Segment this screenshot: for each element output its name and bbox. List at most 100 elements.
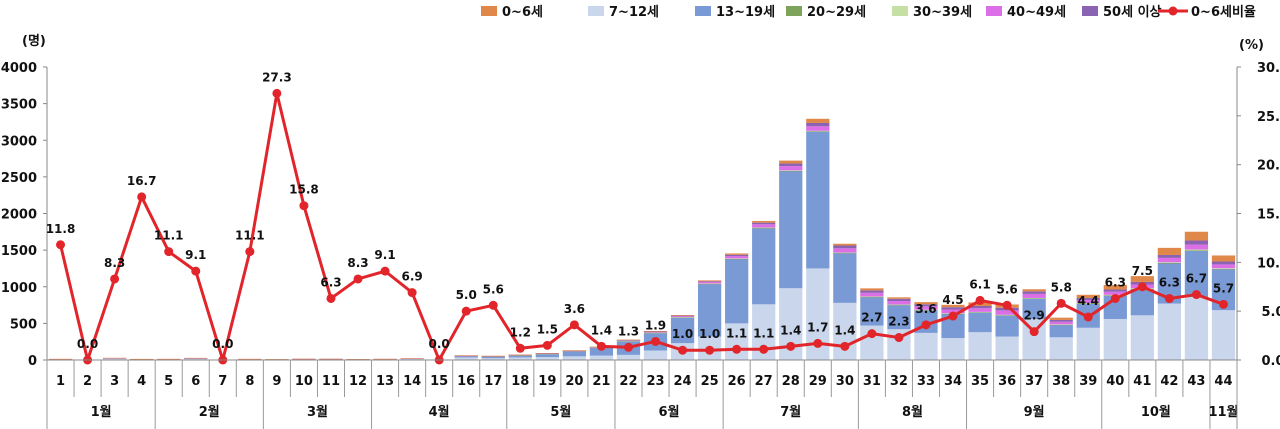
bar-segment xyxy=(779,160,803,164)
ratio-point xyxy=(515,343,525,353)
x-tick-label: 26 xyxy=(728,374,746,389)
bar-segment xyxy=(860,296,884,298)
bar-segment xyxy=(1184,231,1209,241)
bar-segment xyxy=(454,357,478,360)
bar-segment xyxy=(779,166,803,171)
x-month-label: 2월 xyxy=(199,404,220,420)
ratio-data-label: 5.8 xyxy=(1051,280,1072,294)
bar-segment xyxy=(562,350,587,351)
bar-segment xyxy=(670,315,695,316)
ratio-point xyxy=(488,300,498,310)
x-tick-label: 44 xyxy=(1214,374,1232,389)
ratio-data-label: 1.4 xyxy=(591,323,612,337)
bar-segment xyxy=(752,227,776,229)
bar-segment xyxy=(697,280,722,282)
legend-swatch xyxy=(1082,6,1098,16)
bar-segment xyxy=(400,358,424,359)
bar-segment xyxy=(1157,303,1182,360)
bar-segment xyxy=(481,356,505,359)
bar-segment xyxy=(1076,294,1100,299)
ratio-data-label: 2.7 xyxy=(861,311,882,325)
ratio-data-label: 3.6 xyxy=(915,302,936,316)
bar-segment xyxy=(1211,255,1236,262)
bar-segment xyxy=(914,332,938,360)
bar-segment xyxy=(725,256,749,259)
ratio-line: 11.80.08.316.711.19.10.011.127.315.86.38… xyxy=(46,70,1234,365)
ratio-point xyxy=(407,288,417,298)
bar-segment xyxy=(833,252,857,254)
legend-swatch xyxy=(588,6,604,16)
bar-segment xyxy=(833,245,857,249)
bar-segment xyxy=(1103,291,1127,295)
x-month-label: 7월 xyxy=(780,404,801,420)
bar-segment xyxy=(508,354,532,356)
bar-segment xyxy=(535,353,559,358)
bar-segment xyxy=(643,350,668,360)
bar-segment xyxy=(1022,289,1046,292)
y-left-tick-label: 0 xyxy=(28,354,37,369)
ratio-data-label: 1.4 xyxy=(834,323,855,337)
x-month-label: 8월 xyxy=(902,404,923,420)
ratio-point xyxy=(56,240,66,250)
bar-segment xyxy=(1157,254,1182,258)
y-left-axis: 0 500 1000 1500 2000 2500 3000 3500 4000 xyxy=(1,61,48,369)
bar-segment xyxy=(806,268,830,360)
x-tick-label: 28 xyxy=(782,374,800,389)
ratio-point xyxy=(1137,282,1147,292)
bar-segment xyxy=(670,315,695,317)
x-month-label: 9월 xyxy=(1024,404,1045,420)
bar-segment xyxy=(968,312,992,313)
bar-segment xyxy=(643,331,668,333)
ratio-point xyxy=(894,333,904,343)
bar-segment xyxy=(102,358,127,360)
ratio-data-label: 1.9 xyxy=(645,318,666,332)
ratio-data-label: 4.5 xyxy=(942,293,963,307)
ratio-data-label: 1.4 xyxy=(780,323,801,337)
ratio-point xyxy=(110,274,120,284)
bar-segment xyxy=(454,355,478,358)
bar-segment xyxy=(1076,327,1100,360)
bar-segment xyxy=(752,220,776,223)
ratio-data-label: 5.6 xyxy=(996,282,1017,296)
x-tick-label: 34 xyxy=(944,374,962,389)
ratio-data-label: 16.7 xyxy=(127,174,157,188)
bar-segment xyxy=(643,330,668,332)
ratio-data-label: 4.4 xyxy=(1078,294,1099,308)
y-left-tick-label: 3500 xyxy=(1,98,37,113)
ratio-data-label: 5.7 xyxy=(1213,281,1234,295)
bar-segment xyxy=(1022,318,1046,360)
x-tick-label: 42 xyxy=(1160,374,1178,389)
x-tick-label: 19 xyxy=(538,374,556,389)
legend-line-marker xyxy=(1168,6,1178,16)
bar-segment xyxy=(1184,297,1209,360)
ratio-point xyxy=(975,295,985,305)
bar-segment xyxy=(887,298,911,302)
bar-segment xyxy=(806,130,830,132)
legend-label: 50세 이상 xyxy=(1103,4,1162,20)
x-tick-label: 39 xyxy=(1079,374,1097,389)
bar-segment xyxy=(1049,337,1073,360)
x-tick-label: 24 xyxy=(674,374,692,389)
bar-segment xyxy=(616,354,641,360)
bar-segment xyxy=(1184,244,1209,250)
bar-segment xyxy=(968,306,992,309)
ratio-data-label: 1.5 xyxy=(537,322,558,336)
y-right-axis: 0.0 5.0 10.0 15.0 20.0 25.0 30.0 xyxy=(1236,61,1280,369)
bar-segment xyxy=(752,224,776,228)
ratio-line-path xyxy=(59,91,1224,362)
bar-segment xyxy=(1049,324,1073,325)
bar-segment xyxy=(670,317,695,344)
x-month-label: 3월 xyxy=(307,404,328,420)
ratio-point xyxy=(1029,327,1039,337)
ratio-data-label: 1.7 xyxy=(807,320,828,334)
bar-segment xyxy=(481,355,505,357)
ratio-data-label: 1.3 xyxy=(618,324,639,338)
x-tick-label: 3 xyxy=(110,374,119,389)
bar-segment xyxy=(1049,321,1073,325)
x-tick-label: 15 xyxy=(430,374,448,389)
bar-segment xyxy=(1049,317,1073,320)
ratio-point xyxy=(1218,299,1228,309)
bar-segment xyxy=(1022,291,1046,294)
x-tick-label: 38 xyxy=(1052,374,1070,389)
x-tick-label: 4 xyxy=(137,374,146,389)
